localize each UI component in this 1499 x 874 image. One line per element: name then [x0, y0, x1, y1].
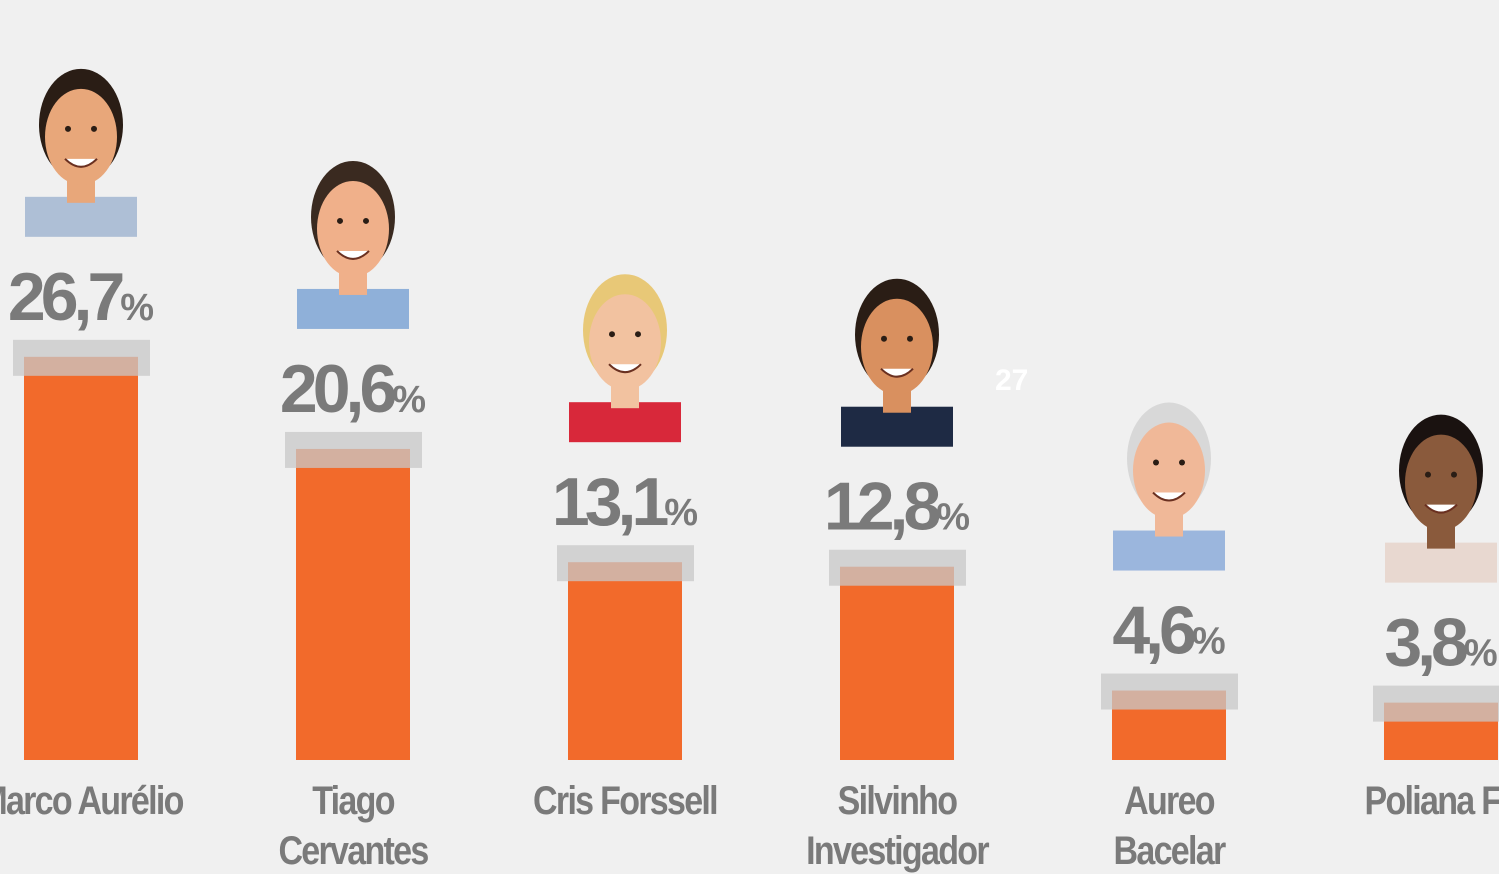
- portrait-face: [589, 294, 661, 390]
- bar-cap: [829, 550, 966, 586]
- annotation: 27: [995, 364, 1028, 397]
- portrait-eye: [1179, 460, 1185, 466]
- bar: [24, 357, 138, 760]
- bar: [296, 449, 410, 760]
- bar-cap: [285, 432, 422, 468]
- portrait-face: [1133, 423, 1205, 519]
- bar-cap: [1373, 686, 1499, 722]
- portrait-eye: [635, 331, 641, 337]
- portrait-eye: [1153, 460, 1159, 466]
- bar: [568, 562, 682, 760]
- value-label: 3,8%: [1384, 605, 1497, 681]
- value-label: 4,6%: [1112, 593, 1225, 669]
- value-label: 20,6%: [280, 351, 426, 427]
- portrait: [1113, 403, 1225, 571]
- bar-cap: [13, 340, 150, 376]
- portrait-eye: [337, 218, 343, 224]
- portrait-eye: [1451, 472, 1457, 478]
- category-label: Cris Forssell: [523, 776, 727, 826]
- category-label: Poliana Fé: [1339, 776, 1499, 826]
- category-label: Tiago Cervantes: [251, 776, 455, 874]
- bar-cap: [557, 545, 694, 581]
- portrait: [25, 69, 137, 237]
- portrait-eye: [881, 336, 887, 342]
- portrait-eye: [91, 126, 97, 132]
- portrait-eye: [907, 336, 913, 342]
- bar-cap: [1101, 674, 1238, 710]
- portrait: [841, 279, 953, 447]
- portrait-face: [317, 181, 389, 277]
- portrait-face: [1405, 435, 1477, 531]
- portrait: [297, 161, 409, 329]
- portrait-eye: [609, 331, 615, 337]
- portrait: [569, 274, 681, 442]
- category-label: Aureo Bacelar: [1067, 776, 1271, 874]
- portrait-eye: [65, 126, 71, 132]
- chart: 27 26,7% 20,6% 13,1% 12,8% 4,6% 3,8% Marco Au…: [0, 0, 1499, 874]
- category-label: Silvinho Investigador: [795, 776, 999, 874]
- chart-svg: 27 26,7% 20,6% 13,1% 12,8% 4,6% 3,8%: [0, 0, 1499, 874]
- portrait: [1385, 415, 1497, 583]
- portrait-eye: [363, 218, 369, 224]
- portrait-face: [861, 299, 933, 395]
- value-label: 12,8%: [824, 469, 970, 545]
- category-label: Marco Aurélio: [0, 776, 183, 826]
- bar: [840, 567, 954, 760]
- value-label: 13,1%: [552, 464, 698, 540]
- portrait-eye: [1425, 472, 1431, 478]
- value-label: 26,7%: [8, 259, 154, 335]
- portrait-face: [45, 89, 117, 185]
